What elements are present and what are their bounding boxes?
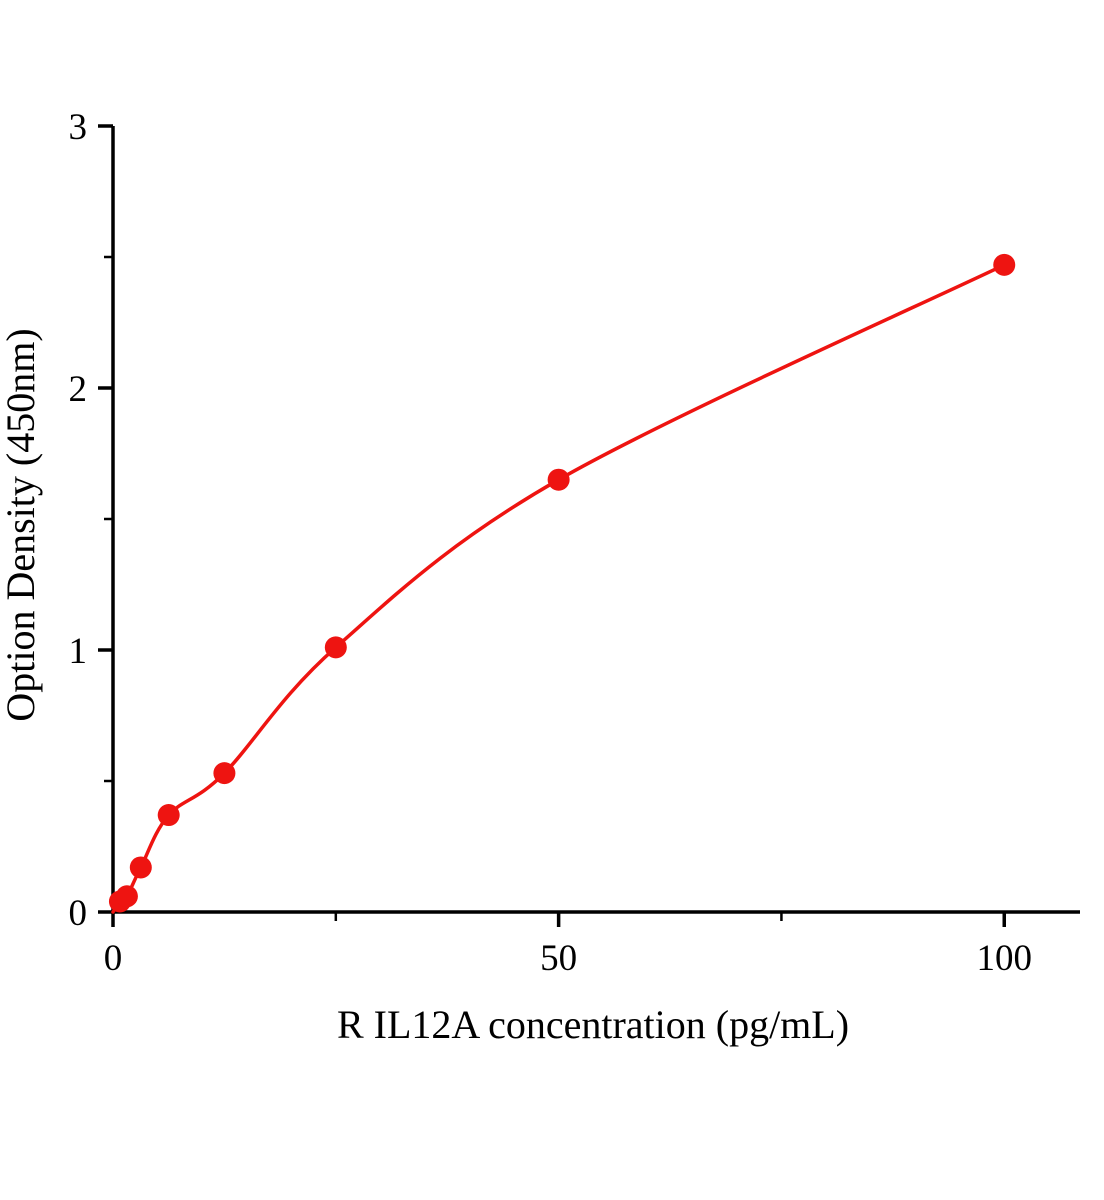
x-tick-label: 50: [540, 938, 577, 979]
fit-curve: [111, 263, 1006, 914]
data-point: [129, 856, 152, 879]
y-tick-label: 0: [69, 893, 88, 934]
x-axis-title: R IL12A concentration (pg/mL): [337, 1002, 849, 1047]
data-point: [157, 804, 180, 827]
data-point: [547, 468, 570, 491]
data-point: [213, 762, 236, 785]
y-tick-label: 1: [69, 631, 88, 672]
x-tick-label: 100: [976, 938, 1032, 979]
y-axis-title: Option Density (450nm): [0, 328, 43, 721]
y-tick-label: 3: [69, 107, 88, 148]
data-point: [324, 636, 347, 659]
x-tick-label: 0: [104, 938, 123, 979]
y-tick-label: 2: [69, 369, 88, 410]
data-point: [115, 885, 138, 908]
data-point: [993, 253, 1016, 276]
